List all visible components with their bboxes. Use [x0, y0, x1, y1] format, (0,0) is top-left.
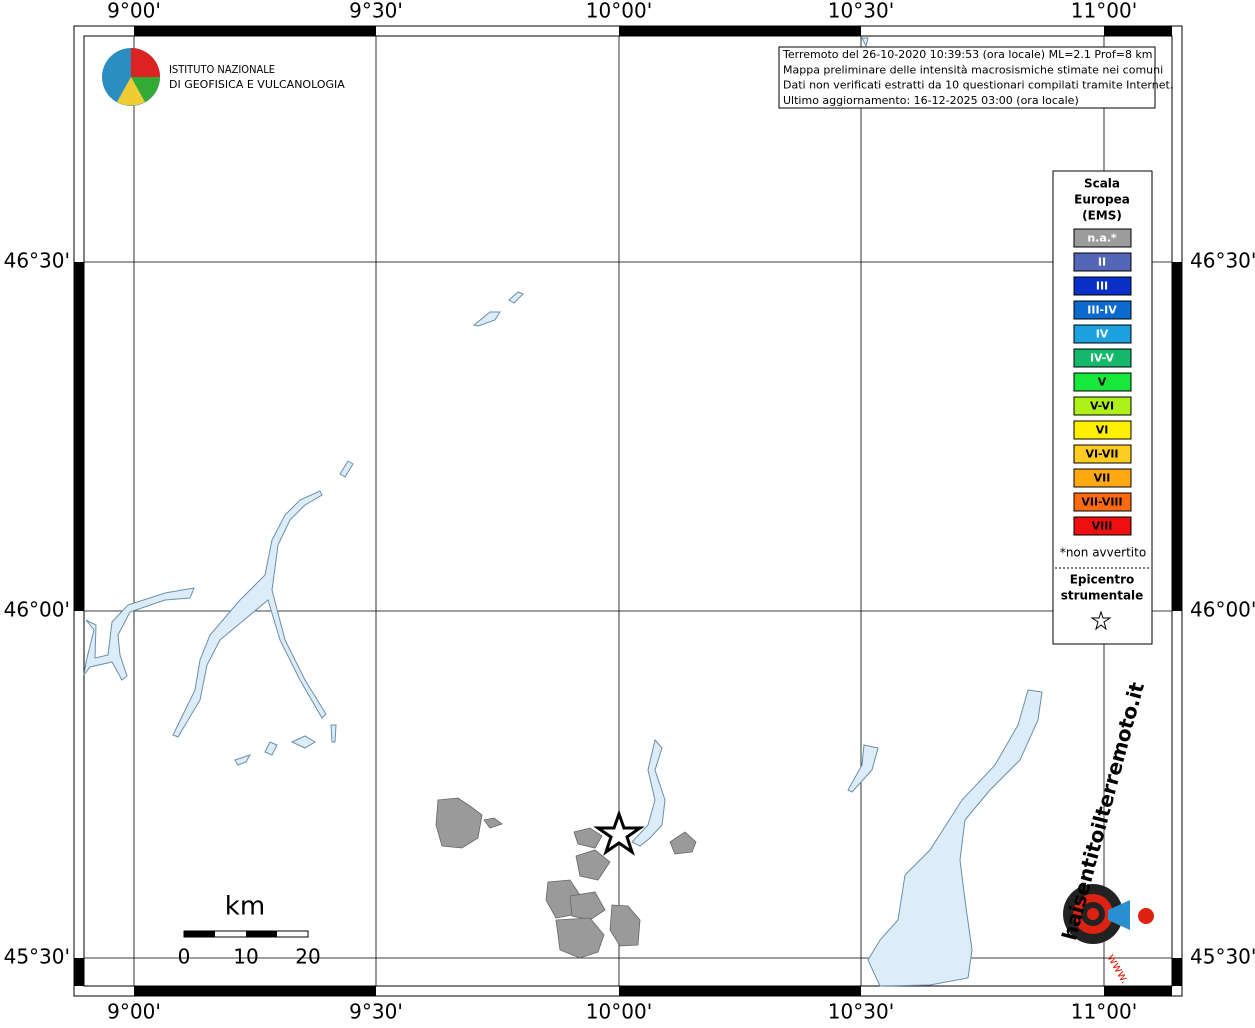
info-box: [778, 46, 1156, 109]
lat-label: 46°30': [1190, 249, 1255, 273]
scale-label: 0: [178, 945, 191, 969]
legend-swatch: [1073, 468, 1132, 488]
legend-label: n.a.*: [1087, 232, 1117, 245]
info-line: Mappa preliminare delle intensità macros…: [783, 63, 1163, 76]
lakes: [83, 37, 1043, 987]
legend-swatch: [1073, 444, 1132, 464]
scale-labels: 0 10 20: [178, 945, 321, 969]
info-line: Terremoto del 26-10-2020 10:39:53 (ora l…: [782, 48, 1153, 61]
legend-label: V: [1098, 376, 1107, 389]
info-line: Dati non verificati estratti da 10 quest…: [783, 79, 1173, 92]
municipalities: [435, 797, 697, 959]
legend-items: ScalaEuropea(EMS)n.a.*IIIIIIII-IVIVIV-VV…: [1060, 177, 1146, 603]
legend-label: IV-V: [1090, 352, 1115, 365]
lon-label: 10°00': [586, 1000, 652, 1024]
legend-label: IV: [1096, 328, 1109, 341]
legend-swatch: [1073, 324, 1132, 344]
legend-epicenter: Epicentro: [1070, 573, 1135, 587]
lon-label: 10°30': [828, 1000, 894, 1024]
lon-label: 11°00': [1071, 0, 1137, 23]
institute-name: DI GEOFISICA E VULCANOLOGIA: [169, 78, 345, 91]
legend-swatch: [1073, 276, 1132, 296]
legend-swatch: [1073, 396, 1132, 416]
scale-label: 10: [233, 945, 258, 969]
legend-swatch: [1073, 228, 1132, 248]
scale-label: 20: [295, 945, 320, 969]
legend-label: III: [1096, 280, 1108, 293]
legend-label: VII-VIII: [1081, 496, 1122, 509]
legend-label: II: [1098, 256, 1106, 269]
legend-label: V-VI: [1090, 400, 1114, 413]
lat-label: 46°00': [4, 598, 70, 622]
legend-swatch: [1073, 252, 1132, 272]
frame-bars: [74, 26, 1182, 996]
legend-swatch: [1073, 492, 1132, 512]
legend-title: Europea: [1074, 193, 1130, 207]
institute-name: ISTITUTO NAZIONALE: [169, 63, 275, 76]
legend-swatch: [1073, 300, 1132, 320]
scale-unit: km: [225, 892, 265, 922]
lat-label: 45°30': [1190, 945, 1255, 969]
legend-label: III-IV: [1087, 304, 1117, 317]
legend-label: VII: [1094, 472, 1111, 485]
lat-label: 45°30': [4, 945, 70, 969]
lat-label: 46°30': [4, 249, 70, 273]
lon-label: 10°30': [828, 0, 894, 23]
legend-title: (EMS): [1082, 209, 1122, 223]
info-text: Terremoto del 26-10-2020 10:39:53 (ora l…: [782, 48, 1173, 107]
lat-label: 46°00': [1190, 598, 1255, 622]
legend-swatch: [1073, 348, 1132, 368]
scale-bar: [183, 930, 309, 938]
legend-epicenter: strumentale: [1061, 589, 1144, 603]
lon-label: 9°00': [107, 0, 161, 23]
axis-labels: 9°00' 9°00' 9°30' 9°30' 10°00' 10°00' 10°30' 10…: [4, 0, 1255, 1024]
legend-label: VIII: [1092, 520, 1113, 533]
legend-epicenter-symbol: [1090, 610, 1112, 631]
lon-label: 9°30': [349, 0, 403, 23]
lon-label: 11°00': [1071, 1000, 1137, 1024]
info-line: Ultimo aggiornamento: 16-12-2025 03:00 (…: [783, 94, 1079, 107]
legend-title: Scala: [1084, 177, 1120, 191]
legend-note: *non avvertito: [1060, 546, 1146, 560]
ingv-logo: ISTITUTO NAZIONALE DI GEOFISICA E VULCAN…: [102, 48, 345, 106]
lon-label: 9°30': [349, 1000, 403, 1024]
lon-label: 10°00': [586, 0, 652, 23]
legend-swatch: [1073, 372, 1132, 392]
legend-label: VI-VII: [1085, 448, 1118, 461]
lon-label: 9°00': [107, 1000, 161, 1024]
legend-swatch: [1073, 516, 1132, 536]
legend-swatch: [1073, 420, 1132, 440]
legend-label: VI: [1096, 424, 1109, 437]
epicenter: [593, 809, 645, 856]
